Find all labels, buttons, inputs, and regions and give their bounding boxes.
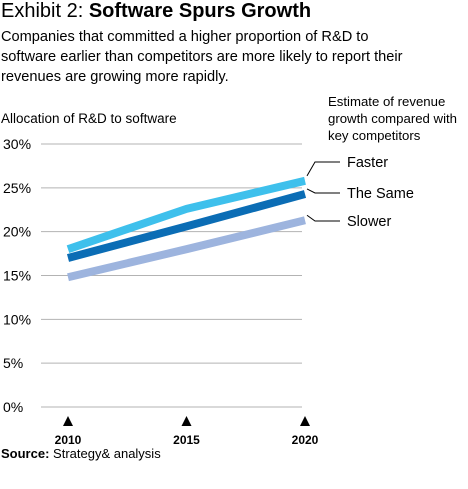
series-label-slower: Slower — [347, 214, 391, 230]
series-label-the-same: The Same — [347, 186, 414, 202]
y-tick-label-25: 25% — [3, 180, 31, 196]
series-line-the-same — [66, 190, 307, 262]
series-line-faster — [66, 176, 306, 253]
y-tick-label-0: 0% — [3, 399, 23, 415]
chart-headline: Software Spurs Growth — [88, 0, 312, 22]
x-tick-label-2015: 2015 — [173, 433, 200, 447]
x-marker-2010 — [63, 416, 73, 426]
x-tick-label-2010: 2010 — [55, 433, 82, 447]
source-text: Strategy& analysis — [53, 446, 161, 461]
y-tick-label-5: 5% — [3, 355, 23, 371]
chart-title: Exhibit 2: Software Spurs Growth — [1, 0, 311, 23]
leader-line-faster — [306, 161, 340, 177]
x-marker-2020 — [300, 416, 310, 426]
y-axis-label: Allocation of R&D to software — [1, 111, 177, 126]
series-label-faster: Faster — [347, 155, 388, 171]
legend-title: Estimate of revenue growth compared with… — [328, 94, 458, 143]
chart-subtitle: Companies that committed a higher propor… — [1, 29, 403, 85]
y-tick-label-10: 10% — [3, 311, 31, 327]
leader-line-slower — [306, 214, 340, 222]
source-label: Source: — [1, 446, 50, 461]
source-note: Source: Strategy& analysis — [1, 446, 161, 461]
leader-line-the-same — [306, 188, 340, 194]
y-tick-label-30: 30% — [3, 136, 31, 152]
exhibit-label: Exhibit 2: — [1, 0, 84, 22]
y-tick-label-15: 15% — [3, 268, 31, 284]
x-marker-2015 — [181, 416, 192, 426]
x-tick-label-2020: 2020 — [292, 433, 319, 447]
y-tick-label-20: 20% — [3, 224, 31, 240]
series-line-slower — [67, 216, 306, 282]
